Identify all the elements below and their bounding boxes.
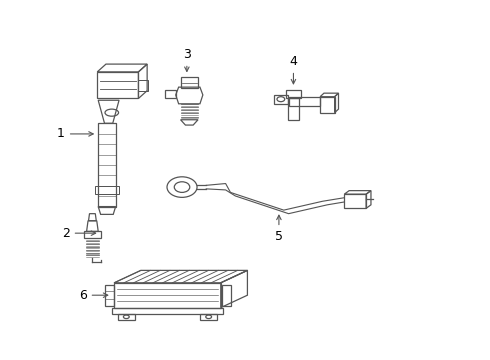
Text: 4: 4	[290, 55, 297, 84]
Text: 3: 3	[183, 48, 191, 71]
Text: 2: 2	[62, 227, 96, 240]
Text: 6: 6	[79, 289, 108, 302]
Text: 1: 1	[57, 127, 93, 140]
Text: 5: 5	[275, 215, 283, 243]
